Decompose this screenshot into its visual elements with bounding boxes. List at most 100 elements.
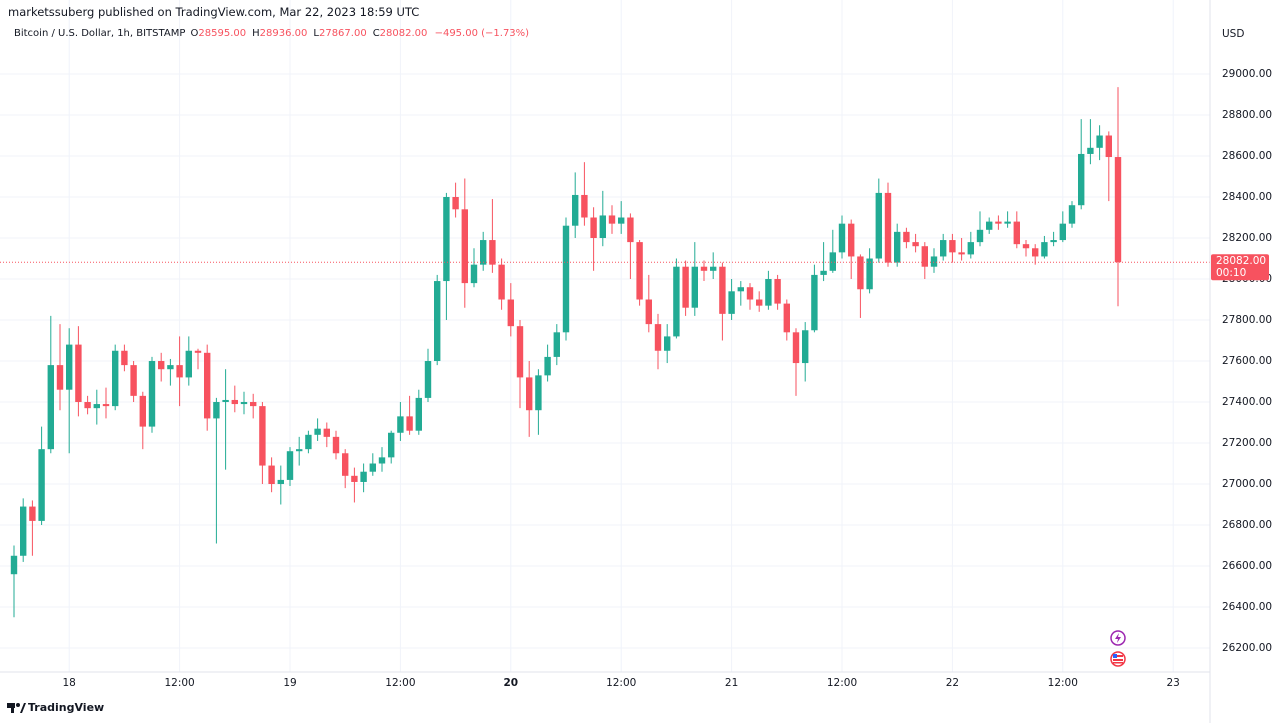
y-tick-label: 26600.00 xyxy=(1222,560,1272,572)
candle-body xyxy=(572,194,579,226)
candle-body xyxy=(139,395,146,427)
candle-body xyxy=(737,287,744,292)
brand: TradingView xyxy=(28,701,104,714)
candle-body xyxy=(553,332,560,357)
candle-body xyxy=(664,336,671,351)
candle-body xyxy=(986,221,993,230)
candle-body xyxy=(498,264,505,300)
candle-body xyxy=(691,266,698,308)
candle-body xyxy=(976,229,984,243)
candle-body xyxy=(369,463,376,472)
candle-body xyxy=(158,361,165,370)
x-tick-label: 23 xyxy=(1167,677,1180,689)
candle-body xyxy=(903,231,910,243)
candle-body xyxy=(1059,223,1066,241)
candle-body xyxy=(231,399,238,405)
candle-body xyxy=(526,377,533,411)
candle-body xyxy=(259,406,266,466)
candle-body xyxy=(756,299,763,306)
x-tick-label: 12:00 xyxy=(164,677,194,689)
candle-body xyxy=(296,449,303,452)
candle-body xyxy=(314,428,321,435)
y-tick-label: 27200.00 xyxy=(1222,437,1272,449)
candle-body xyxy=(489,240,496,265)
currency-label: USD xyxy=(1222,28,1244,40)
legend-key: L xyxy=(313,28,319,39)
candle-body xyxy=(434,281,441,362)
symbol: Bitcoin / U.S. Dollar, 1h, BITSTAMP xyxy=(14,28,186,39)
y-tick-label: 28800.00 xyxy=(1222,109,1272,121)
candle-body xyxy=(645,299,652,325)
x-tick-label: 12:00 xyxy=(1048,677,1078,689)
candle-body xyxy=(921,246,928,267)
x-tick-label: 12:00 xyxy=(606,677,636,689)
candle-body xyxy=(700,266,708,271)
legend-value: 28936.00 xyxy=(259,28,308,39)
candle-body xyxy=(130,365,137,396)
candle-body xyxy=(636,242,643,300)
candle-body xyxy=(351,475,358,482)
candle-body xyxy=(277,479,284,485)
candle-body xyxy=(148,361,156,427)
y-tick-label: 28600.00 xyxy=(1222,150,1272,162)
candle-body xyxy=(388,432,395,458)
event-icons xyxy=(1110,630,1126,667)
candle-body xyxy=(415,397,422,431)
candle-body xyxy=(967,242,974,255)
candle-body xyxy=(1041,242,1048,257)
candle-body xyxy=(682,266,689,308)
candle-body xyxy=(581,194,588,218)
y-tick-label: 27000.00 xyxy=(1222,478,1272,490)
candle-body xyxy=(562,225,570,333)
candle-body xyxy=(112,350,119,407)
candle-body xyxy=(599,215,606,239)
candle-body xyxy=(470,264,478,284)
candle-body xyxy=(544,356,551,376)
candle-body xyxy=(829,252,836,271)
legend-value: 28595.00 xyxy=(198,28,247,39)
candle-body xyxy=(424,361,432,398)
candle-body xyxy=(507,299,514,327)
legend-value: 28082.00 xyxy=(379,28,428,39)
candle-body xyxy=(838,223,846,253)
x-tick-label: 22 xyxy=(946,677,959,689)
candle-body xyxy=(1078,153,1085,206)
candle-body xyxy=(240,402,248,405)
candle-body xyxy=(185,350,192,378)
y-tick-label: 28200.00 xyxy=(1222,232,1272,244)
x-tick-label: 18 xyxy=(63,677,76,689)
legend-key: O xyxy=(190,28,199,39)
candle-body xyxy=(176,365,183,378)
y-tick-label: 29000.00 xyxy=(1222,68,1272,80)
candle-body xyxy=(940,240,947,257)
candle-body xyxy=(20,506,27,556)
x-tick-label: 12:00 xyxy=(385,677,415,689)
candle-body xyxy=(719,266,726,314)
countdown: 00:10 xyxy=(1216,267,1246,279)
candle-body xyxy=(1068,205,1076,224)
candle-body xyxy=(461,209,468,284)
candle-body xyxy=(47,365,54,450)
candle-body xyxy=(728,291,735,314)
candle-body xyxy=(710,266,717,271)
candle-body xyxy=(673,266,680,337)
candle-body xyxy=(222,399,229,403)
candle-body xyxy=(608,215,616,224)
y-tick-label: 26400.00 xyxy=(1222,601,1272,613)
legend: Bitcoin / U.S. Dollar, 1h, BITSTAMP O285… xyxy=(14,28,533,39)
candle-body xyxy=(930,256,938,267)
y-tick-label: 28400.00 xyxy=(1222,191,1272,203)
candle-body xyxy=(811,274,818,331)
candle-body xyxy=(332,436,340,454)
candle-body xyxy=(10,555,18,575)
candle-body xyxy=(765,279,772,306)
candle-body xyxy=(912,242,919,247)
candle-body xyxy=(56,365,64,390)
y-tick-label: 27800.00 xyxy=(1222,314,1272,326)
candle-body xyxy=(1032,248,1039,257)
candle-body xyxy=(618,217,625,224)
candle-body xyxy=(848,223,855,257)
candle-body xyxy=(820,270,827,275)
candle-body xyxy=(995,221,1002,224)
